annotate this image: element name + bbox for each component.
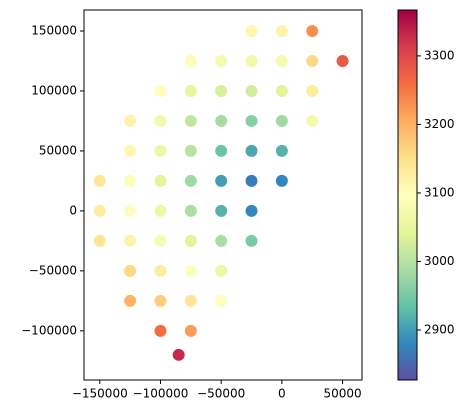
colorbar-tick-label: 3200: [424, 117, 455, 131]
point: [215, 264, 228, 277]
point: [172, 348, 185, 361]
point: [275, 54, 288, 67]
point: [336, 54, 349, 67]
point: [154, 84, 167, 97]
point: [93, 234, 106, 247]
point: [154, 114, 167, 127]
point: [154, 204, 167, 217]
point: [215, 174, 228, 187]
point: [245, 114, 258, 127]
point: [154, 144, 167, 157]
point: [245, 84, 258, 97]
point: [184, 294, 197, 307]
x-tick-label: 50000: [323, 387, 361, 401]
colorbar-tick-label: 3100: [424, 185, 455, 199]
point: [275, 144, 288, 157]
point: [124, 174, 137, 187]
point: [275, 114, 288, 127]
point: [124, 204, 137, 217]
point: [184, 264, 197, 277]
y-tick-label: 0: [69, 203, 77, 217]
y-tick-label: 50000: [39, 143, 77, 157]
plot-frame: [83, 9, 363, 381]
point: [215, 54, 228, 67]
x-tick-label: −100000: [133, 387, 189, 401]
point: [275, 174, 288, 187]
point: [184, 324, 197, 337]
point: [124, 114, 137, 127]
point: [245, 54, 258, 67]
point: [215, 144, 228, 157]
point: [154, 174, 167, 187]
point: [154, 264, 167, 277]
point: [215, 84, 228, 97]
point: [124, 144, 137, 157]
point: [306, 24, 319, 37]
colorbar-tick-label: 2900: [424, 322, 455, 336]
point: [245, 204, 258, 217]
colorbar-tick-label: 3000: [424, 254, 455, 268]
point: [184, 174, 197, 187]
point: [184, 204, 197, 217]
point: [93, 174, 106, 187]
point: [154, 234, 167, 247]
point: [124, 234, 137, 247]
point: [215, 234, 228, 247]
point: [306, 84, 319, 97]
x-tick-label: 0: [278, 387, 286, 401]
y-tick-label: −100000: [21, 323, 77, 337]
point: [154, 294, 167, 307]
point: [215, 114, 228, 127]
y-tick-label: −50000: [29, 263, 77, 277]
y-tick-label: 100000: [31, 83, 77, 97]
point: [184, 234, 197, 247]
point: [245, 24, 258, 37]
point: [184, 144, 197, 157]
point: [215, 204, 228, 217]
point: [245, 174, 258, 187]
point: [275, 84, 288, 97]
point: [93, 204, 106, 217]
point: [184, 54, 197, 67]
point: [184, 114, 197, 127]
point: [306, 54, 319, 67]
colorbar: [397, 9, 418, 381]
y-tick-label: 150000: [31, 23, 77, 37]
point: [215, 294, 228, 307]
point: [245, 234, 258, 247]
x-tick-label: −150000: [72, 387, 128, 401]
colorbar-tick-label: 3300: [424, 48, 455, 62]
point: [306, 114, 319, 127]
point: [124, 264, 137, 277]
point: [154, 324, 167, 337]
point: [184, 84, 197, 97]
point: [124, 294, 137, 307]
point: [275, 24, 288, 37]
x-tick-label: −50000: [197, 387, 245, 401]
point: [245, 144, 258, 157]
